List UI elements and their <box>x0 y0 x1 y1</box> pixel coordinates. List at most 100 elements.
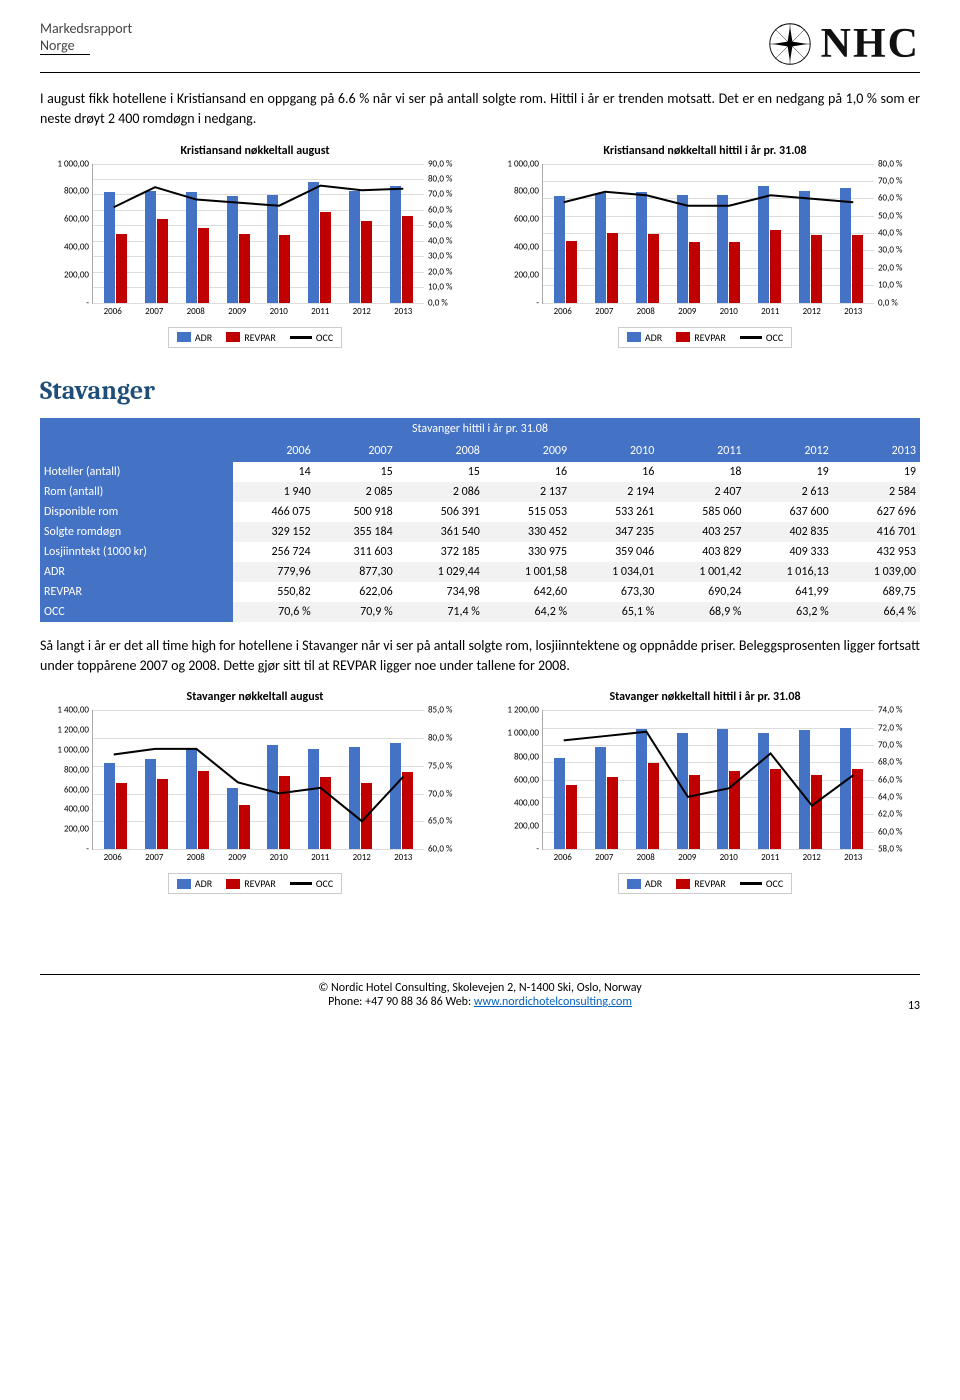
x-axis-label: 2013 <box>383 852 425 863</box>
adr-bar <box>227 788 238 849</box>
adr-bar <box>636 729 647 849</box>
table-column-header: 2012 <box>745 440 832 462</box>
revpar-bar <box>729 242 740 302</box>
adr-bar <box>267 195 278 303</box>
revpar-bar <box>689 242 700 302</box>
footer-link[interactable]: www.nordichotelconsulting.com <box>474 995 632 1009</box>
adr-bar <box>758 733 769 850</box>
x-axis-label: 2007 <box>584 306 626 317</box>
x-axis-label: 2010 <box>258 852 300 863</box>
legend-occ: OCC <box>766 331 783 344</box>
x-axis-label: 2009 <box>667 852 709 863</box>
adr-bar <box>595 747 606 850</box>
logo-text: NHC <box>821 20 920 68</box>
table-title: Stavanger hittil i år pr. 31.08 <box>40 418 920 440</box>
revpar-bar <box>852 769 863 850</box>
compass-icon <box>767 21 813 67</box>
table-column-header: 2013 <box>833 440 920 462</box>
revpar-bar <box>279 235 290 302</box>
x-axis-label: 2008 <box>625 852 667 863</box>
x-axis-label: 2006 <box>92 306 134 317</box>
x-axis-label: 2011 <box>750 306 792 317</box>
adr-bar <box>595 193 606 302</box>
adr-bar <box>554 758 565 849</box>
x-axis-label: 2012 <box>341 306 383 317</box>
revpar-bar <box>648 763 659 849</box>
header-right: NHC <box>767 20 920 68</box>
x-axis-label: 2009 <box>667 306 709 317</box>
header-title-2: Norge <box>40 37 90 55</box>
revpar-bar <box>402 772 413 849</box>
x-axis-label: 2010 <box>708 306 750 317</box>
adr-bar <box>267 745 278 849</box>
mid-paragraph: Så langt i år er det all time high for h… <box>40 636 920 677</box>
table-column-header: 2006 <box>233 440 315 462</box>
adr-bar <box>145 759 156 849</box>
revpar-bar <box>361 221 372 302</box>
x-axis-label: 2007 <box>134 306 176 317</box>
revpar-bar <box>116 783 127 849</box>
chart-legend: ADR REVPAR OCC <box>618 873 792 894</box>
chart-stavanger-august: Stavanger nøkkeltall august 1 400,001 20… <box>40 690 470 894</box>
revpar-bar <box>361 783 372 849</box>
x-axis-label: 2011 <box>300 852 342 863</box>
x-axis-label: 2008 <box>175 852 217 863</box>
legend-occ: OCC <box>316 877 333 890</box>
table-row: Losjiinntekt (1000 kr)256 724311 603372 … <box>40 542 920 562</box>
table-column-header: 2010 <box>571 440 658 462</box>
revpar-bar <box>811 235 822 302</box>
table-column-header: 2011 <box>658 440 745 462</box>
adr-bar <box>349 191 360 303</box>
page-header: Markedsrapport Norge NHC <box>40 20 920 73</box>
x-axis-label: 2006 <box>542 306 584 317</box>
revpar-bar <box>198 771 209 849</box>
revpar-bar <box>689 775 700 850</box>
revpar-bar <box>852 235 863 302</box>
chart-title: Stavanger nøkkeltall hittil i år pr. 31.… <box>490 690 920 704</box>
legend-adr: ADR <box>645 877 662 890</box>
chart-title: Kristiansand nøkkeltall august <box>40 144 470 158</box>
adr-bar <box>390 743 401 849</box>
revpar-bar <box>198 228 209 302</box>
revpar-bar <box>320 777 331 849</box>
x-axis-label: 2010 <box>708 852 750 863</box>
footer-phone-web: Phone: +47 90 88 36 86 Web: <box>328 995 474 1009</box>
x-axis-label: 2006 <box>92 852 134 863</box>
adr-bar <box>390 186 401 302</box>
revpar-bar <box>770 230 781 303</box>
table-row: ADR779,96877,301 029,441 001,581 034,011… <box>40 562 920 582</box>
table-row: Disponible rom466 075500 918506 391515 0… <box>40 502 920 522</box>
header-left: Markedsrapport Norge <box>40 20 132 55</box>
table-column-header: 2009 <box>484 440 571 462</box>
adr-bar <box>840 188 851 303</box>
chart-legend: ADR REVPAR OCC <box>168 327 342 348</box>
adr-bar <box>308 749 319 849</box>
revpar-bar <box>239 805 250 849</box>
legend-occ: OCC <box>766 877 783 890</box>
x-axis-label: 2013 <box>833 852 875 863</box>
legend-adr: ADR <box>195 331 212 344</box>
adr-bar <box>349 747 360 849</box>
legend-adr: ADR <box>645 331 662 344</box>
table-row: Hoteller (antall)1415151616181919 <box>40 462 920 482</box>
adr-bar <box>186 192 197 303</box>
revpar-bar <box>811 775 822 850</box>
revpar-bar <box>157 219 168 303</box>
legend-revpar: REVPAR <box>244 877 276 890</box>
legend-adr: ADR <box>195 877 212 890</box>
legend-revpar: REVPAR <box>694 877 726 890</box>
revpar-bar <box>157 779 168 849</box>
x-axis-label: 2007 <box>584 852 626 863</box>
x-axis-label: 2006 <box>542 852 584 863</box>
x-axis-label: 2012 <box>791 852 833 863</box>
intro-paragraph: I august fikk hotellene i Kristiansand e… <box>40 89 920 130</box>
revpar-bar <box>279 776 290 849</box>
section-heading-stavanger: Stavanger <box>40 376 920 406</box>
adr-bar <box>677 733 688 850</box>
chart-kristiansand-august: Kristiansand nøkkeltall august 1 000,008… <box>40 144 470 348</box>
table-column-header <box>40 440 233 462</box>
table-column-header: 2008 <box>397 440 484 462</box>
charts-row-1: Kristiansand nøkkeltall august 1 000,008… <box>40 144 920 348</box>
revpar-bar <box>607 233 618 303</box>
revpar-bar <box>239 234 250 303</box>
